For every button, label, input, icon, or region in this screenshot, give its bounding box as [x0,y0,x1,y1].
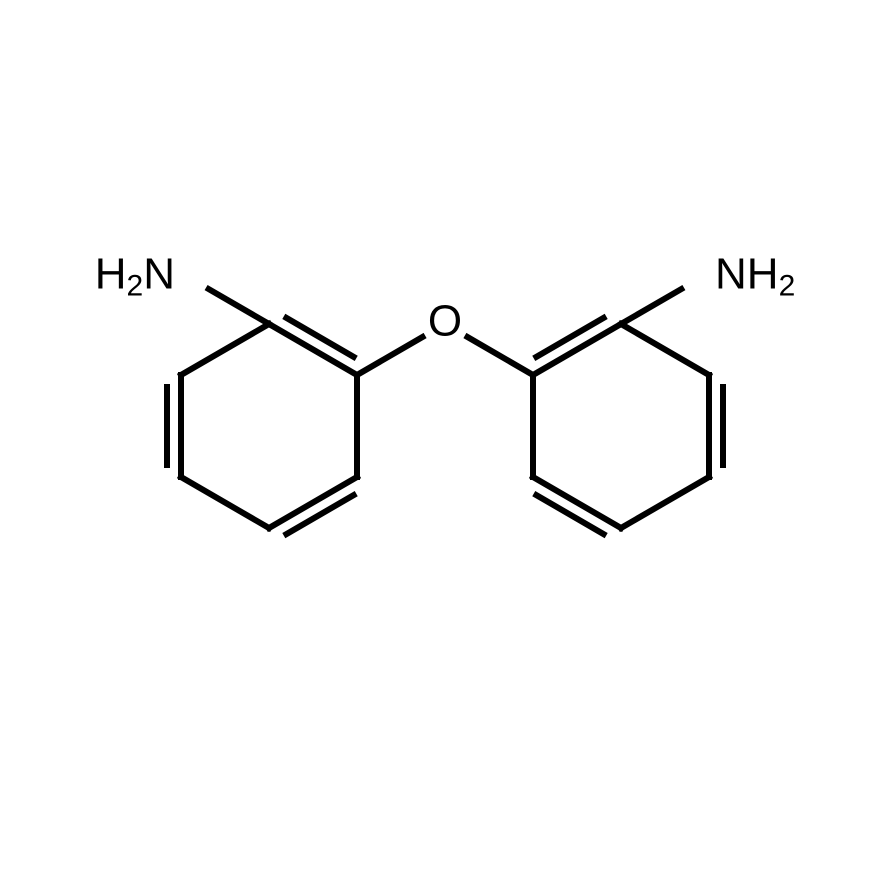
bond [621,324,709,375]
bond [357,337,423,375]
atom-label-nh2-right: NH2 [715,249,795,302]
molecule-canvas: O H2N NH2 [0,0,890,890]
atom-label-o: O [428,296,462,345]
bond [621,289,681,324]
bond [467,337,533,375]
atom-label-nh2-left: H2N [95,249,175,302]
bond [181,477,269,528]
bond [621,477,709,528]
bond [181,324,269,375]
bond [209,289,269,324]
